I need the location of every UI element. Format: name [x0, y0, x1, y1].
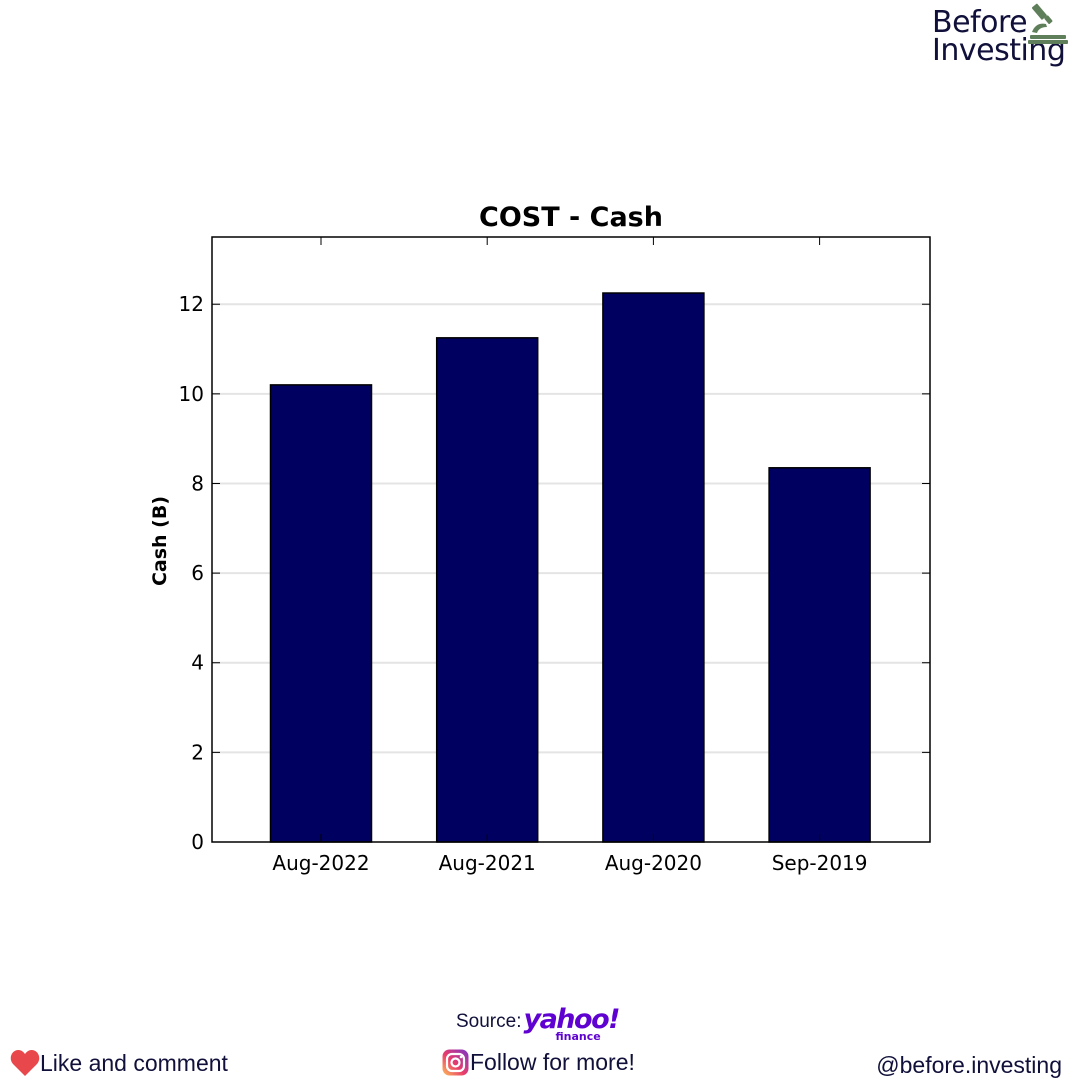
heart-icon: [10, 1050, 40, 1076]
social-handle[interactable]: @before.investing: [876, 1052, 1062, 1079]
handle-text: @before.investing: [876, 1052, 1062, 1078]
x-tick-label: Aug-2021: [439, 851, 536, 875]
brand-line1: Before: [932, 5, 1028, 40]
y-axis-label: Cash (B): [149, 496, 171, 586]
y-tick-label: 4: [191, 651, 204, 675]
source-label: Source:: [456, 1011, 522, 1032]
axis-ticks: 0 2 4 6 8 10 12 Aug-2022 Aug-2021 Aug-2020 Sep-201…: [179, 237, 930, 875]
microscope-icon: [1028, 3, 1068, 44]
instagram-icon: [442, 1049, 469, 1076]
bar-chart: 0 2 4 6 8 10 12 Aug-2022 Aug-2021 Aug-2020 Sep-201…: [149, 202, 931, 875]
yahoo-logo-word: yahoo!: [523, 1004, 620, 1035]
y-tick-label: 8: [191, 471, 204, 495]
x-tick-label: Aug-2022: [272, 851, 369, 875]
y-tick-label: 12: [179, 292, 204, 316]
y-tick-label: 2: [191, 740, 204, 764]
y-tick-label: 10: [179, 382, 204, 406]
like-text: Like and comment: [40, 1049, 228, 1076]
bar-sep-2019: [768, 467, 871, 843]
x-tick-label: Sep-2019: [772, 851, 868, 875]
bar-aug-2021: [435, 337, 539, 843]
x-tick-label: Aug-2020: [605, 851, 702, 875]
y-tick-label: 0: [191, 830, 204, 854]
plot-frame: [211, 236, 931, 843]
source-attribution: Source: yahoo! finance: [456, 1004, 620, 1043]
brand-logo: Before Investing: [932, 3, 1072, 70]
yahoo-logo-sub: finance: [555, 1030, 601, 1043]
chart-title: COST - Cash: [479, 202, 663, 233]
yahoo-finance-logo: yahoo! finance: [523, 1004, 620, 1043]
y-tick-label: 6: [191, 561, 204, 585]
follow-text: Follow for more!: [470, 1049, 635, 1075]
bar-aug-2022: [269, 384, 373, 843]
bars: [269, 292, 871, 843]
follow-cta[interactable]: Follow for more!: [442, 1049, 635, 1076]
bar-aug-2020: [602, 292, 705, 843]
like-cta[interactable]: Like and comment: [10, 1049, 228, 1077]
